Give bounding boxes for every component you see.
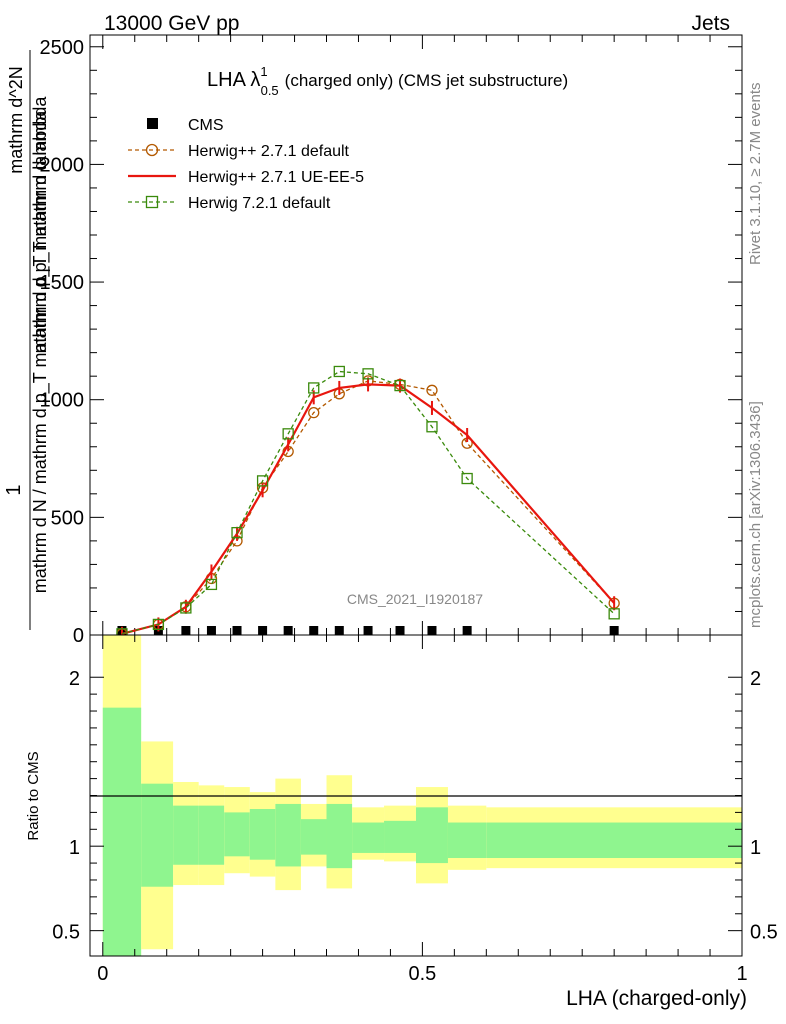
ratio-green-band	[300, 819, 327, 855]
series-line-3	[121, 370, 615, 635]
x-axis-label: LHA (charged-only)	[566, 987, 747, 1010]
chart-title-rest: (charged only) (CMS jet substructure)	[285, 71, 568, 90]
main-y-tick-label: 1000	[40, 390, 85, 412]
main-y-axis-label: 1 mathrm d N / mathrm d p_T mathrm d p_T…	[3, 50, 51, 630]
ratio-green-band	[198, 805, 225, 865]
x-tick-label: 0.5	[408, 963, 436, 985]
cms-data-point	[334, 626, 344, 635]
legend-herwig7-label: Herwig 7.2.1 default	[188, 195, 331, 212]
legend: CMS Herwig++ 2.7.1 default Herwig++ 2.7.…	[128, 117, 364, 212]
mcplots-reference-label: mcplots.cern.ch [arXiv:1306.3436]	[747, 401, 764, 628]
herwig7-point	[282, 428, 294, 440]
y-label-frac-numer: mathrm d^2N	[6, 66, 26, 173]
cms-data-point	[363, 626, 373, 635]
ratio-green-band	[102, 707, 142, 956]
chart-title-sup: 1	[260, 64, 267, 79]
ratio-y-ticks: 0.5 0.5 1 1 2 2	[52, 668, 778, 943]
herwig7-point	[231, 526, 243, 539]
chart-title-sub: 0.5	[261, 83, 279, 98]
cms-data-point	[309, 626, 319, 635]
header-jets-label: Jets	[691, 12, 730, 35]
y-label-frac-denom: mathrm d p_T mathrm d lambda	[30, 96, 51, 354]
cms-data-point	[206, 626, 216, 635]
cms-data-point	[427, 626, 437, 635]
herwig7-point	[394, 379, 406, 392]
legend-herwig-ueee5-label: Herwig++ 2.7.1 UE-EE-5	[188, 169, 364, 186]
x-tick-label: 0	[97, 963, 108, 985]
ratio-green-band	[173, 805, 199, 865]
ratio-y-tick-label: 1	[69, 837, 80, 859]
main-y-tick-label: 2500	[40, 37, 85, 59]
ratio-green-band	[249, 809, 276, 860]
series-line-2	[121, 383, 616, 635]
ratio-green-band	[352, 822, 385, 853]
main-series-layer	[116, 365, 620, 641]
main-y-tick-label: 1500	[40, 272, 85, 294]
herwig7-point	[308, 382, 320, 394]
herwig7-point	[152, 618, 165, 631]
chart-title-main: LHA λ	[207, 69, 260, 91]
chart-title: LHA λ1 0.5 (charged only) (CMS jet substru…	[207, 64, 568, 98]
y-label-one: 1	[3, 484, 25, 495]
ratio-y-tick-label: 2	[69, 668, 80, 690]
herwig-default-point	[426, 384, 438, 396]
cms-data-point	[609, 626, 619, 635]
cms-data-point	[181, 626, 191, 635]
ratio-y-tick-label-right: 1	[750, 837, 761, 859]
ratio-green-band	[275, 803, 301, 867]
legend-cms-label: CMS	[188, 117, 224, 134]
main-y-ticks: 0 500 1000 1500 2000 2500	[40, 35, 743, 647]
main-y-tick-label: 500	[51, 507, 84, 529]
main-y-tick-label: 0	[73, 625, 84, 647]
cms-data-point	[283, 626, 293, 635]
main-y-tick-label: 2000	[40, 154, 85, 176]
ratio-green-band	[224, 812, 250, 857]
legend-cms-marker	[147, 118, 158, 129]
ratio-green-band	[141, 783, 174, 887]
herwig7-point	[362, 368, 374, 380]
ratio-x-ticks: 0 0.5 1	[97, 635, 748, 985]
ratio-y-tick-label-right: 0.5	[750, 922, 778, 944]
cms-data-point	[395, 626, 405, 635]
herwig7-point	[180, 602, 192, 614]
herwig7-point	[426, 421, 438, 433]
ratio-green-band	[326, 803, 353, 869]
ratio-y-tick-label: 0.5	[52, 922, 80, 944]
cms-data-point	[462, 626, 472, 635]
herwig-default-point	[308, 406, 320, 419]
y-label-denominator: mathrm d N / mathrm d p_T mathrm d p_T m…	[30, 110, 51, 593]
herwig7-point	[333, 365, 345, 378]
x-tick-label: 1	[736, 963, 747, 985]
ratio-green-band	[447, 822, 487, 859]
herwig7-point	[205, 578, 218, 591]
ratio-panel: 0.5 0.51 12 2 0 0.5 1 Ratio to CMS LHA (charg…	[25, 634, 778, 1010]
ratio-green-band	[384, 820, 416, 853]
legend-herwig-default-label: Herwig++ 2.7.1 default	[188, 143, 350, 160]
cms-data-point	[258, 626, 268, 635]
series-line-1	[121, 380, 615, 635]
watermark-label: CMS_2021_I1920187	[347, 591, 483, 607]
ratio-bands-layer	[102, 635, 742, 956]
legend-herwig7-marker	[145, 195, 159, 209]
ratio-green-band	[416, 807, 448, 864]
legend-herwig-default-marker	[145, 143, 159, 157]
ratio-y-axis-label: Ratio to CMS	[25, 751, 42, 840]
herwig7-point	[256, 475, 269, 487]
ratio-y-tick-label-right: 2	[750, 668, 761, 690]
cms-data-point	[232, 626, 242, 635]
herwig7-point	[608, 608, 620, 620]
rivet-version-label: Rivet 3.1.10, ≥ 2.7M events	[747, 83, 764, 266]
header-energy-label: 13000 GeV pp	[104, 12, 239, 35]
ratio-green-band	[486, 822, 742, 859]
herwig7-point	[461, 472, 473, 485]
